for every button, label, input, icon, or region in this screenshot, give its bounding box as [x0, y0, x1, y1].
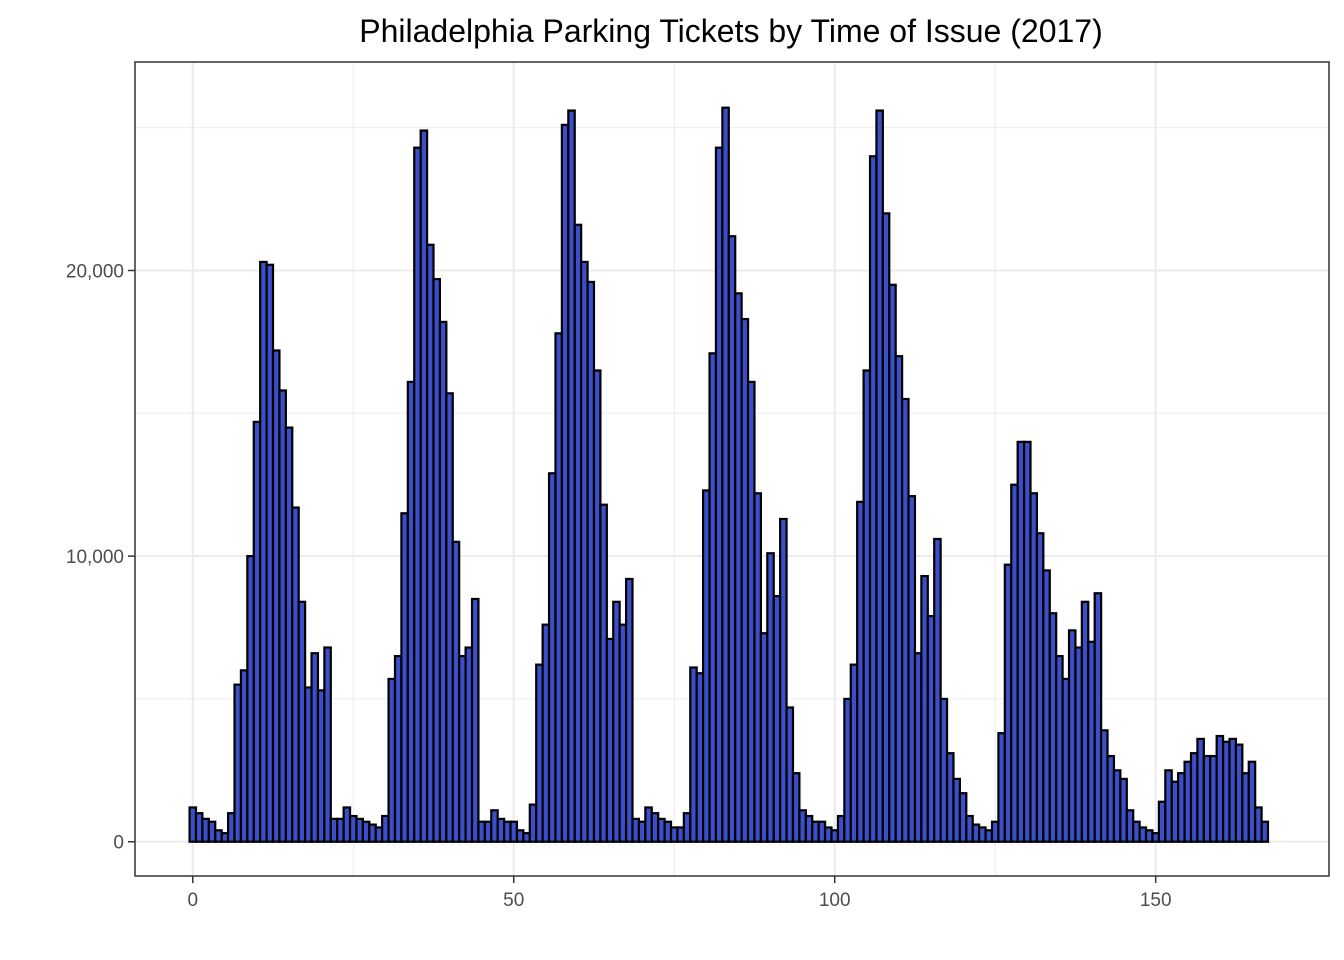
histogram-bar [1247, 760, 1257, 843]
histogram-bar [1260, 820, 1270, 843]
y-tick-label: 0 [113, 833, 124, 854]
y-tick-label: 20,000 [66, 261, 124, 282]
histogram-bar [323, 646, 332, 843]
chart-title: Philadelphia Parking Tickets by Time of … [359, 13, 1102, 49]
histogram-bar [791, 772, 801, 843]
histogram-bar [933, 537, 942, 843]
x-tick-label: 50 [503, 890, 524, 911]
histogram-bar [1093, 592, 1103, 843]
x-tick-label: 100 [819, 890, 851, 911]
histogram-bar [470, 597, 480, 843]
y-tick-label: 10,000 [66, 547, 124, 568]
bars [188, 106, 1270, 843]
axes: 0 50 100 150 0 10,000 20,000 [66, 261, 1172, 911]
plot-panel-border [134, 61, 1330, 877]
histogram-bar [779, 517, 788, 843]
x-tick-label: 0 [187, 890, 198, 911]
histogram-bar [624, 577, 634, 843]
x-tick-label: 150 [1140, 890, 1172, 911]
